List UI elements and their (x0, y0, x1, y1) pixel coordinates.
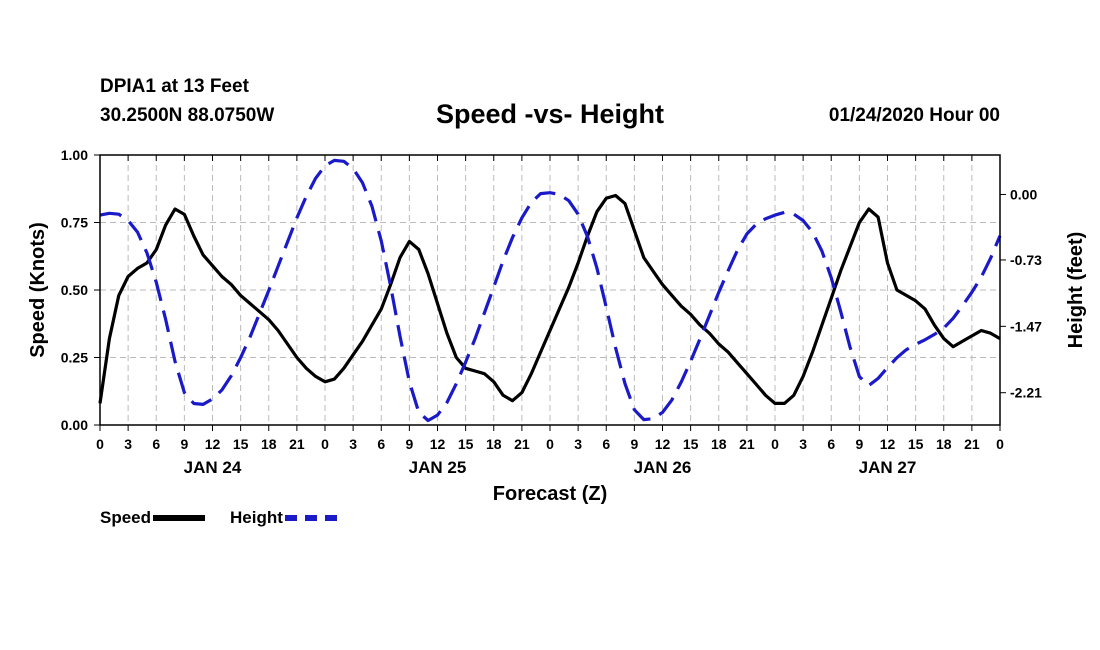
x-tick-label: 12 (880, 436, 896, 452)
axes: 0 3 6 9 12 15 18 21 0 3 6 9 12 15 18 21 0 3 6 9 12 15 18 21 0 3 6 9… (61, 147, 1042, 477)
x-tick-label: 18 (711, 436, 727, 452)
x-tick-label: 9 (405, 436, 413, 452)
legend-height-swatch (284, 515, 337, 521)
x-tick-label: 6 (602, 436, 610, 452)
x-tick-label: 15 (233, 436, 249, 452)
x-tick-label: 3 (124, 436, 132, 452)
x-tick-label: 21 (739, 436, 755, 452)
x-tick-label: 21 (964, 436, 980, 452)
date-label: JAN 26 (634, 458, 692, 477)
x-tick-label: 0 (96, 436, 104, 452)
legend-height: Height (230, 508, 337, 528)
y2-tick-label: -1.47 (1010, 318, 1042, 334)
y-axis-title-right: Height (feet) (1065, 232, 1087, 349)
x-tick-label: 12 (430, 436, 446, 452)
y-tick-label: 0.25 (61, 350, 88, 366)
x-tick-label: 0 (546, 436, 554, 452)
x-tick-label: 9 (180, 436, 188, 452)
speed-series-line (98, 193, 1001, 405)
x-tick-label: 9 (630, 436, 638, 452)
x-axis-title: Forecast (Z) (493, 483, 607, 505)
x-tick-label: 15 (908, 436, 924, 452)
x-tick-label: 9 (855, 436, 863, 452)
y-axis-title-left: Speed (Knots) (27, 222, 49, 358)
x-tick-label: 6 (827, 436, 835, 452)
legend-speed-swatch (153, 515, 206, 521)
y-tick-label: 0.50 (61, 282, 88, 298)
x-tick-label: 0 (996, 436, 1004, 452)
x-tick-label: 6 (152, 436, 160, 452)
chart-title: Speed -vs- Height (435, 99, 665, 129)
y2-tick-label: -0.73 (1010, 252, 1042, 268)
x-tick-label: 12 (205, 436, 221, 452)
x-tick-label: 3 (574, 436, 582, 452)
legend-speed: Speed (100, 508, 206, 528)
y2-tick-label: -2.21 (1010, 385, 1042, 401)
legend-speed-label: Speed (100, 508, 152, 527)
x-tick-label: 3 (349, 436, 357, 452)
y-tick-label: 1.00 (61, 147, 88, 163)
x-tick-label: 6 (377, 436, 385, 452)
y2-tick-label: 0.00 (1010, 186, 1037, 202)
x-tick-label: 15 (458, 436, 474, 452)
x-tick-label: 18 (261, 436, 277, 452)
x-tick-label: 15 (683, 436, 699, 452)
station-name: DPIA1 at 13 Feet (100, 76, 249, 97)
x-tick-label: 21 (289, 436, 305, 452)
legend-height-label: Height (230, 508, 283, 527)
x-tick-label: 0 (321, 436, 329, 452)
x-tick-label: 0 (771, 436, 779, 452)
y-tick-label: 0.00 (61, 417, 88, 433)
station-coordinates: 30.2500N 88.0750W (100, 105, 275, 126)
x-tick-label: 12 (655, 436, 671, 452)
x-tick-label: 3 (799, 436, 807, 452)
x-tick-label: 21 (514, 436, 530, 452)
date-label: JAN 27 (859, 458, 917, 477)
date-label: JAN 25 (409, 458, 467, 477)
date-label: JAN 24 (184, 458, 242, 477)
series-lines (98, 158, 1002, 423)
height-series-line (99, 158, 1002, 423)
y-tick-label: 0.75 (61, 215, 88, 231)
forecast-date: 01/24/2020 Hour 00 (828, 105, 1000, 126)
x-tick-label: 18 (486, 436, 502, 452)
x-tick-label: 18 (936, 436, 952, 452)
